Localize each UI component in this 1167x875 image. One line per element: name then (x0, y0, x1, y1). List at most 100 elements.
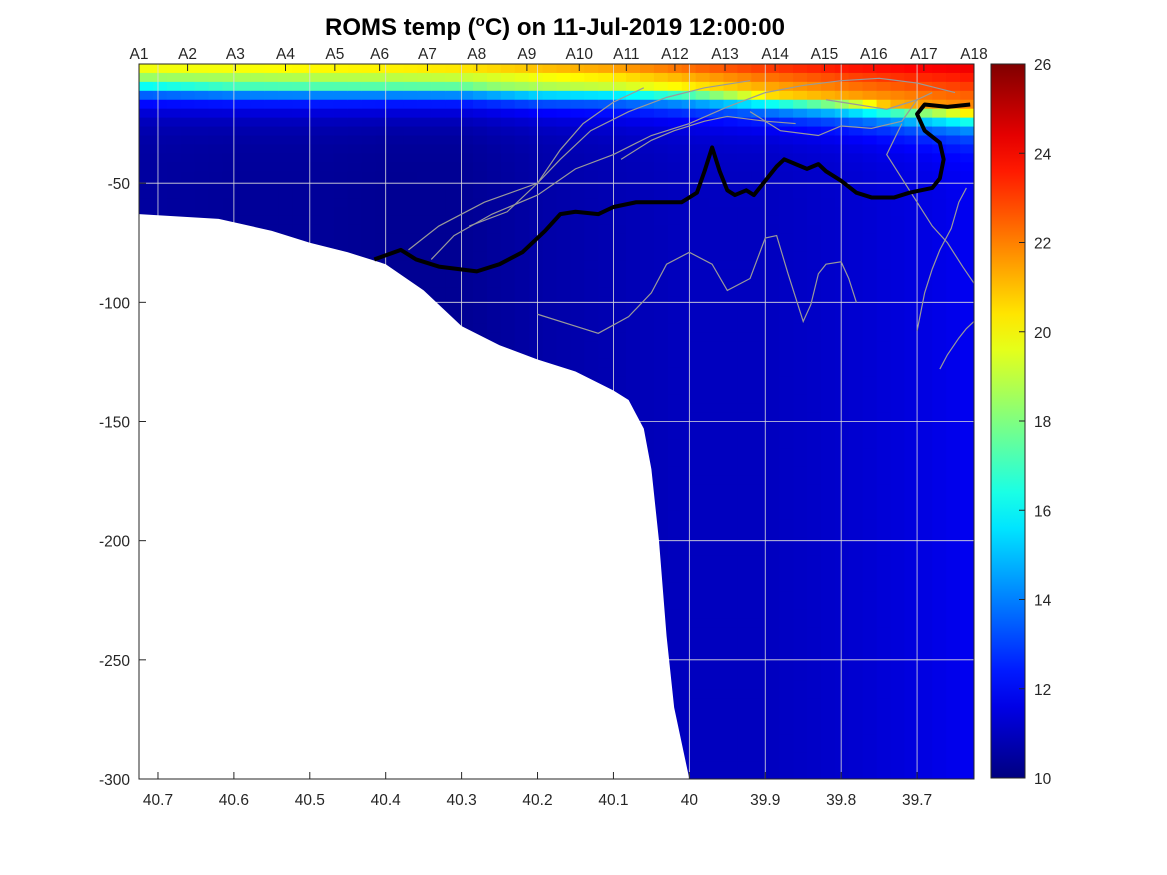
field-cell (333, 64, 349, 74)
field-cell (584, 108, 599, 119)
field-cell (737, 510, 752, 521)
field-cell (500, 135, 516, 146)
field-cell (695, 314, 711, 324)
field-cell (570, 162, 585, 172)
field-cell (486, 296, 502, 306)
field-cell (890, 332, 906, 342)
field-cell (403, 215, 418, 226)
field-cell (834, 144, 850, 154)
field-cell (904, 698, 919, 709)
field-cell (570, 260, 585, 271)
field-cell (848, 618, 864, 628)
field-cell (793, 752, 808, 762)
field-cell (640, 242, 655, 253)
field-cell (848, 90, 864, 101)
field-cell (737, 215, 752, 226)
field-cell (626, 72, 641, 83)
field-cell (723, 198, 739, 208)
field-cell (236, 215, 251, 226)
field-cell (779, 689, 794, 700)
field-cell (222, 81, 238, 92)
field-cell (765, 215, 780, 226)
field-cell (542, 323, 558, 333)
field-cell (890, 350, 906, 360)
field-cell (779, 421, 794, 432)
field-cell (737, 153, 752, 163)
field-cell (528, 251, 544, 262)
field-cell (709, 189, 725, 199)
field-cell (222, 144, 238, 154)
field-cell (904, 680, 919, 691)
field-cell (876, 770, 892, 779)
field-cell (709, 743, 725, 753)
field-cell (709, 367, 725, 378)
field-cell (445, 72, 460, 83)
field-cell (932, 162, 947, 172)
field-cell (862, 81, 878, 92)
field-cell (751, 189, 766, 199)
field-cell (640, 287, 655, 297)
field-cell (848, 734, 864, 744)
field-cell (584, 242, 599, 253)
field-cell (848, 278, 864, 289)
field-cell (946, 707, 961, 718)
field-cell (918, 519, 933, 530)
field-cell (667, 644, 683, 655)
field-cell (779, 341, 794, 351)
field-cell (139, 162, 154, 172)
field-cell (667, 528, 683, 539)
field-cell (667, 72, 683, 83)
field-cell (653, 144, 669, 154)
field-cell (528, 99, 544, 110)
field-cell (723, 466, 739, 476)
field-cell (667, 698, 683, 709)
field-cell (417, 198, 432, 208)
field-cell (653, 519, 669, 530)
field-cell (890, 162, 906, 172)
field-cell (765, 519, 780, 530)
field-cell (194, 72, 210, 83)
field-cell (709, 287, 725, 297)
field-cell (723, 323, 739, 333)
field-cell (514, 135, 530, 146)
field-cell (807, 198, 822, 208)
station-label: A17 (910, 46, 938, 63)
field-cell (333, 171, 349, 181)
field-cell (640, 233, 655, 244)
field-cell (653, 64, 669, 74)
field-cell (417, 117, 432, 128)
field-cell (695, 242, 711, 253)
field-cell (640, 412, 655, 423)
field-cell (584, 117, 599, 128)
field-cell (918, 278, 933, 289)
field-cell (779, 653, 794, 664)
field-cell (960, 242, 974, 253)
field-cell (820, 171, 836, 181)
field-cell (653, 448, 669, 458)
field-cell (765, 305, 780, 315)
field-cell (333, 198, 349, 208)
field-cell (640, 153, 655, 163)
field-cell (695, 698, 711, 709)
field-cell (862, 117, 878, 128)
field-cell (876, 153, 892, 163)
field-cell (180, 126, 196, 137)
field-cell (640, 269, 655, 280)
field-cell (542, 198, 558, 208)
field-cell (904, 153, 919, 163)
field-cell (765, 636, 780, 646)
field-cell (319, 153, 335, 163)
field-cell (932, 117, 947, 128)
field-cell (751, 466, 766, 476)
field-cell (904, 627, 919, 637)
field-cell (904, 99, 919, 110)
colorbar-tick-label: 26 (1034, 57, 1051, 74)
field-cell (820, 215, 836, 226)
field-cell (946, 573, 961, 583)
field-cell (932, 251, 947, 262)
field-cell (584, 198, 599, 208)
field-cell (403, 117, 418, 128)
field-cell (459, 171, 474, 181)
field-cell (431, 278, 446, 289)
field-cell (904, 323, 919, 333)
